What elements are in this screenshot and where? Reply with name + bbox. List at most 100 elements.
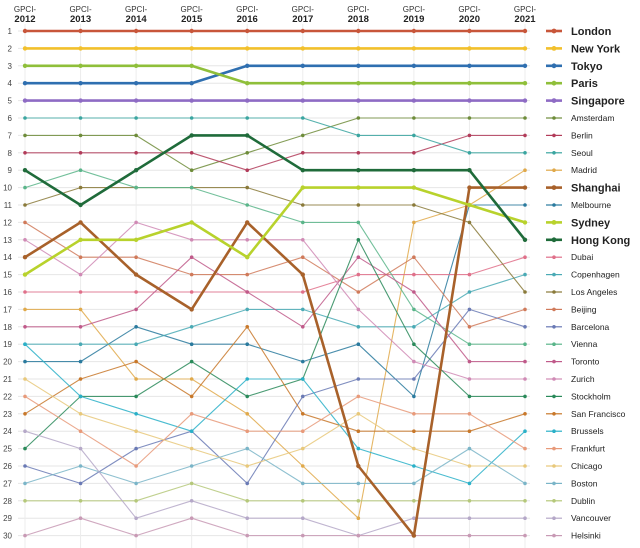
series-line-chicago <box>24 378 525 467</box>
year-label: 2012 <box>14 14 35 25</box>
point-new-york-2016 <box>245 46 250 51</box>
point-frankfurt-2016 <box>245 429 250 434</box>
point-paris-2013 <box>78 63 83 68</box>
point-new-york-2015 <box>189 46 194 51</box>
legend-item-chicago: Chicago <box>546 461 602 471</box>
legend-item-zurich: Zurich <box>546 374 595 384</box>
rank-tick-label: 12 <box>3 218 12 227</box>
point-tokyo-2021 <box>522 63 528 68</box>
point-barcelona-2014 <box>134 446 138 451</box>
point-melbourne-2013 <box>78 359 83 364</box>
point-frankfurt-2019 <box>412 412 416 416</box>
year-label: 2017 <box>292 14 313 25</box>
rank-tick-label: 4 <box>8 79 13 88</box>
point-paris-2018 <box>356 81 361 86</box>
series-london <box>22 28 528 34</box>
point-chicago-2021 <box>523 464 527 468</box>
point-boston-2021 <box>523 481 527 486</box>
point-frankfurt-2020 <box>467 412 472 416</box>
point-singapore-2015 <box>189 98 194 103</box>
point-paris-2015 <box>189 63 194 68</box>
point-boston-2017 <box>300 481 305 486</box>
year-prefix-label: GPCI- <box>458 5 481 14</box>
point-copenhagen-2013 <box>78 342 83 347</box>
point-boston-2016 <box>245 446 250 451</box>
point-frankfurt-2018 <box>356 394 361 399</box>
point-chicago-2015 <box>189 446 194 451</box>
point-melbourne-2018 <box>356 342 361 347</box>
point-frankfurt-2014 <box>134 464 138 468</box>
series-beijing <box>23 220 527 329</box>
legend-label: Beijing <box>571 304 597 314</box>
legend-swatch-dot <box>552 272 556 277</box>
point-copenhagen-2019 <box>412 325 416 329</box>
legend-swatch-dot <box>551 46 557 51</box>
point-zurich-2019 <box>412 359 416 364</box>
point-sydney-2017 <box>300 185 305 190</box>
rank-tick-label: 17 <box>3 305 12 314</box>
point-melbourne-2017 <box>300 359 305 364</box>
legend-item-madrid: Madrid <box>546 165 597 175</box>
year-label: 2016 <box>237 14 258 25</box>
point-london-2012 <box>22 28 28 34</box>
point-hong-kong-2018 <box>356 168 361 173</box>
point-vancouver-2019 <box>412 516 416 520</box>
point-london-2013 <box>78 28 83 34</box>
point-berlin-2021 <box>523 133 527 138</box>
point-hong-kong-2012 <box>22 168 28 173</box>
point-shanghai-2021 <box>522 185 528 190</box>
legend-item-boston: Boston <box>546 478 598 488</box>
point-amsterdam-2016 <box>245 151 250 155</box>
point-berlin-2014 <box>134 151 138 155</box>
legend-label: Toronto <box>571 357 600 367</box>
legend-item-los-angeles: Los Angeles <box>546 287 617 297</box>
point-new-york-2014 <box>133 46 139 51</box>
point-singapore-2017 <box>300 98 305 103</box>
point-chicago-2014 <box>134 429 138 434</box>
point-tokyo-2016 <box>245 63 250 68</box>
point-vienna-2021 <box>523 342 527 347</box>
point-tokyo-2015 <box>189 81 194 86</box>
legend-swatch-dot <box>552 203 556 207</box>
legend-item-vienna: Vienna <box>546 339 598 349</box>
point-london-2018 <box>356 28 361 34</box>
series-line-tokyo <box>25 64 525 85</box>
point-boston-2014 <box>134 481 138 486</box>
point-vancouver-2015 <box>189 499 194 503</box>
point-vienna-2013 <box>78 168 83 172</box>
point-brussels-2020 <box>467 481 472 486</box>
point-san-francisco-2012 <box>23 412 27 416</box>
point-barcelona-2016 <box>245 481 250 486</box>
point-toronto-2017 <box>300 325 305 329</box>
legend-label: Zurich <box>571 374 595 384</box>
point-helsinki-2013 <box>78 516 83 520</box>
legend-item-new-york: New York <box>546 43 621 55</box>
legend-label: Brussels <box>571 426 604 436</box>
legend-label: London <box>571 26 612 38</box>
point-seoul-2021 <box>523 151 527 155</box>
point-sydney-2021 <box>522 220 528 225</box>
point-san-francisco-2019 <box>412 429 416 434</box>
point-madrid-2012 <box>23 307 27 312</box>
series-paris <box>22 63 528 86</box>
year-prefix-label: GPCI- <box>514 5 537 14</box>
point-sydney-2016 <box>245 255 250 260</box>
point-shanghai-2012 <box>22 255 28 260</box>
point-copenhagen-2018 <box>356 325 361 329</box>
point-dublin-2015 <box>189 481 194 486</box>
series-line-beijing <box>24 221 526 328</box>
point-chicago-2012 <box>23 377 27 381</box>
legend-label: Hong Kong <box>571 235 630 247</box>
series-line-brussels <box>24 343 526 484</box>
point-frankfurt-2017 <box>300 429 305 434</box>
point-vancouver-2012 <box>23 429 27 434</box>
legend-swatch-dot <box>552 412 556 416</box>
legend-item-hong-kong: Hong Kong <box>546 235 630 247</box>
point-dublin-2018 <box>356 499 361 503</box>
legend-item-copenhagen: Copenhagen <box>546 270 620 280</box>
point-sydney-2013 <box>78 237 83 242</box>
point-shanghai-2015 <box>189 307 194 312</box>
rank-tick-label: 8 <box>8 149 13 158</box>
series-frankfurt <box>23 394 527 468</box>
